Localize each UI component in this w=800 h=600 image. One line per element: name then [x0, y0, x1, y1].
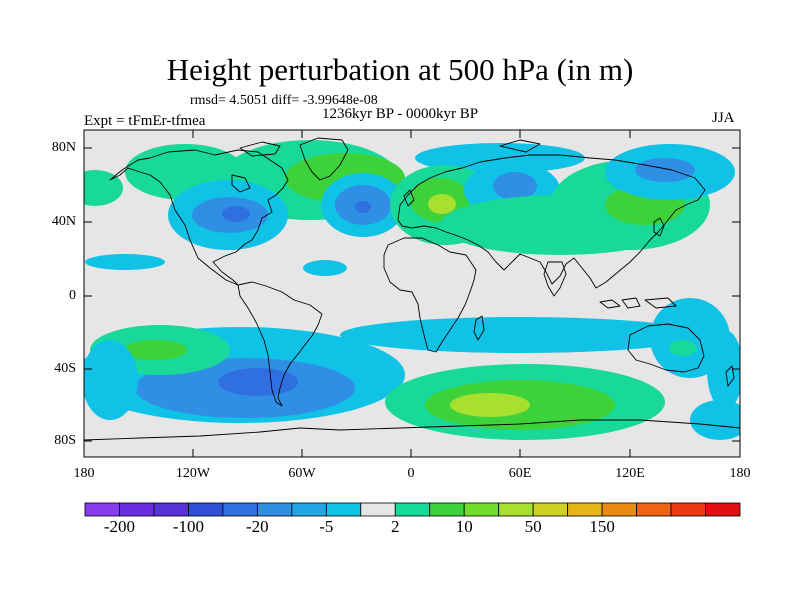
lon-label-180e: 180 — [729, 466, 751, 481]
colorbar-swatch — [670, 502, 706, 517]
plot-title: Height perturbation at 500 hPa (in m) — [166, 52, 634, 87]
colorbar-swatch — [567, 502, 603, 517]
lat-label-80s: 80S — [54, 433, 76, 448]
colorbar-label: -100 — [172, 517, 204, 536]
contour-region-pos2 — [123, 340, 187, 360]
colorbar-label: -200 — [103, 517, 136, 536]
lon-label-60w: 60W — [288, 466, 316, 481]
colorbar-swatch — [188, 502, 224, 517]
colorbar-swatch — [532, 502, 569, 517]
colorbar-swatch — [119, 502, 155, 517]
colorbar — [84, 502, 741, 517]
contour-region-pos3 — [450, 393, 530, 417]
colorbar-swatch — [291, 502, 327, 517]
colorbar-swatch — [429, 502, 465, 517]
lat-label-40n: 40N — [51, 214, 76, 229]
lon-label-0: 0 — [407, 466, 415, 481]
contour-fills — [84, 140, 740, 440]
contour-region-neg2 — [493, 172, 537, 200]
contour-region-neg2 — [635, 158, 695, 182]
axis-ticks — [84, 130, 740, 457]
lon-label-60e: 60E — [508, 466, 532, 481]
stats-label: rmsd= 4.5051 diff= -3.99648e-08 — [190, 93, 378, 108]
colorbar-label: -20 — [246, 517, 269, 536]
contour-region-neg1 — [690, 400, 740, 440]
lon-label-120e: 120E — [615, 466, 645, 481]
contour-region-neg1 — [707, 330, 740, 410]
contour-region-neg1 — [340, 317, 700, 353]
colorbar-label: 10 — [455, 517, 473, 536]
lon-label-180w: 180 — [73, 466, 95, 481]
contour-region-neg3 — [355, 201, 371, 213]
lon-label-120w: 120W — [175, 466, 211, 481]
colorbar-label: 50 — [524, 517, 542, 536]
lat-label-40s: 40S — [54, 361, 76, 376]
season-label: JJA — [712, 110, 735, 126]
colorbar-swatch — [84, 502, 120, 517]
map-frame — [83, 129, 741, 458]
colorbar-swatch — [601, 502, 637, 517]
colorbar-swatch — [153, 502, 189, 517]
contour-region-neg1 — [85, 254, 165, 270]
colorbar-label: 150 — [589, 517, 615, 536]
colorbar-swatch — [222, 502, 258, 517]
lat-label-0: 0 — [69, 288, 76, 303]
colorbar-swatch — [636, 502, 672, 517]
colorbar-swatch — [463, 502, 500, 517]
lat-label-80n: 80N — [51, 140, 76, 155]
experiment-label: Expt = tFmEr-tfmea — [84, 113, 206, 129]
period-label: 1236kyr BP - 0000kyr BP — [322, 106, 479, 122]
contour-region-neg1 — [84, 340, 138, 420]
contour-region-neg3 — [222, 206, 250, 222]
contour-region-pos1 — [84, 170, 123, 206]
contour-region-neg1 — [303, 260, 347, 276]
colorbar-label: -5 — [319, 517, 334, 536]
coastlines — [84, 137, 740, 441]
contour-region-pos1 — [669, 340, 697, 356]
contour-region-neg3 — [218, 368, 298, 396]
colorbar-swatch — [360, 502, 396, 517]
colorbar-swatch — [325, 502, 362, 517]
colorbar-swatch — [256, 502, 293, 517]
contour-region-neg1 — [415, 143, 585, 173]
colorbar-swatch — [394, 502, 431, 517]
colorbar-swatch — [705, 502, 741, 517]
colorbar-swatch — [498, 502, 534, 517]
colorbar-label: 2 — [391, 517, 400, 536]
contour-region-pos3 — [428, 194, 456, 214]
